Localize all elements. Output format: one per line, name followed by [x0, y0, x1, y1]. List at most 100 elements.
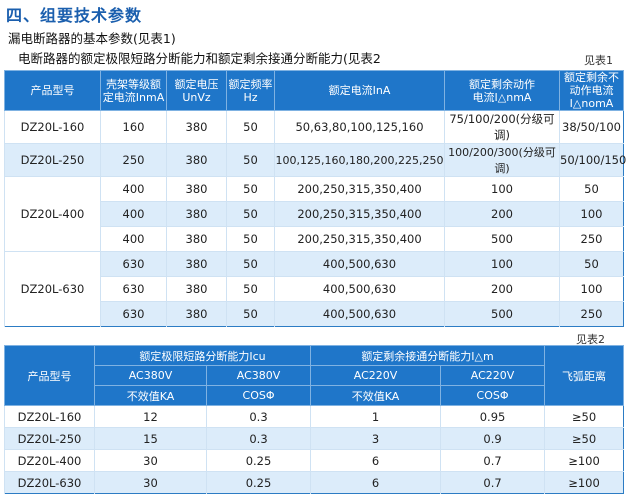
table-breaking-capacity: 产品型号 额定极限短路分断能力Icu 额定剩余接通分断能力I△m 飞弧距离 AC… [4, 345, 625, 494]
table2-header-icu: 额定极限短路分断能力Icu [93, 345, 312, 366]
table-row: DZ20L-160 160 380 50 50,63,80,100,125,16… [4, 110, 624, 144]
table-cell: 3 [310, 427, 441, 450]
table-cell: 380 [166, 301, 227, 327]
table-cell: 0.7 [440, 449, 545, 472]
table-cell: 400 [100, 201, 167, 227]
table2-subheader: COSΦ [205, 385, 312, 406]
table-cell: 50,63,80,100,125,160 [274, 110, 445, 144]
table2-header-residual: 额定剩余接通分断能力I△m [310, 345, 546, 366]
table-cell: 200,250,315,350,400 [274, 201, 445, 227]
table-row: DZ20L-250 15 0.3 3 0.9 ≥50 [4, 427, 624, 450]
table-cell: 500 [444, 226, 560, 252]
table-cell: 100 [444, 251, 560, 277]
table-row: 630 380 50 400,500,630 500 250 [5, 301, 624, 327]
table-row: DZ20L-400 30 0.25 6 0.7 ≥100 [4, 449, 624, 472]
table-row: DZ20L-250 250 380 50 100,125,160,180,200… [4, 143, 626, 177]
table2-header-arc-distance: 飞弧距离 [544, 345, 625, 406]
table-cell: 400 [100, 226, 167, 252]
table-row: 400 380 50 200,250,315,350,400 500 250 [5, 226, 624, 252]
table-row: DZ20L-630 630 380 50 400,500,630 100 50 [4, 251, 624, 327]
table-cell: 50 [226, 226, 275, 252]
table-cell: 50 [559, 251, 624, 277]
table-cell: 0.7 [440, 471, 545, 494]
table-cell: 100 [559, 276, 624, 302]
section-heading: 四、组要技术参数 [6, 6, 143, 25]
table-cell: 400,500,630 [274, 251, 445, 277]
model-cell: DZ20L-160 [4, 405, 95, 428]
table-cell: 6 [310, 449, 441, 472]
table1-header-voltage: 额定电压 UnVz [166, 70, 227, 111]
table2-subheader: 不效值KA [310, 385, 442, 406]
table-cell: 630 [100, 301, 167, 327]
table-row: DZ20L-160 12 0.3 1 0.95 ≥50 [4, 405, 624, 428]
table-cell: 380 [166, 251, 227, 277]
table-row: 630 380 50 400,500,630 200 100 [5, 276, 624, 302]
model-cell: DZ20L-160 [4, 110, 101, 144]
table2-subheader: 不效值KA [94, 385, 207, 406]
table-cell: 0.25 [205, 449, 311, 472]
table-cell: 6 [310, 471, 441, 494]
table1-header-frequency: 额定频率 Hz [226, 70, 275, 111]
table2-subheader: AC220V [440, 365, 546, 386]
table-cell: 50 [226, 176, 275, 202]
model-cell: DZ20L-630 [4, 251, 101, 327]
table2-header-row-2: AC380V AC380V AC220V AC220V [5, 365, 624, 386]
table-cell: 50/100/150 [559, 143, 626, 177]
table-cell: 100/200/300(分级可调) [444, 143, 560, 177]
table-cell: 250 [559, 301, 624, 327]
table-cell: 0.25 [205, 471, 311, 494]
table-row: DZ20L-630 30 0.25 6 0.7 ≥100 [4, 471, 624, 494]
model-cell: DZ20L-400 [4, 176, 101, 252]
model-cell: DZ20L-250 [4, 427, 95, 450]
table-cell: 0.95 [440, 405, 545, 428]
table-cell: 500 [444, 301, 560, 327]
subtitle-basic-params: 漏电断路器的基本参数(见表1) [8, 31, 176, 46]
table2-ref-label: 见表2 [576, 333, 605, 346]
table-cell: 30 [94, 471, 207, 494]
table-cell: 100 [559, 201, 624, 227]
table-cell: ≥50 [544, 405, 624, 428]
table-cell: 38/50/100 [559, 110, 624, 144]
table1-header-model: 产品型号 [4, 70, 101, 111]
table-cell: 0.3 [205, 405, 311, 428]
table-cell: 50 [226, 201, 275, 227]
table-cell: 100 [444, 176, 560, 202]
table-row: 400 380 50 200,250,315,350,400 200 100 [5, 201, 624, 227]
table1-header-row: 产品型号 壳架等级额 定电流InmA 额定电压 UnVz 额定频率 Hz 额定电流In… [4, 70, 624, 111]
table2-subheader: AC380V [94, 365, 207, 386]
table-cell: ≥50 [544, 427, 624, 450]
table2-header-row-3: 不效值KA COSΦ 不效值KA COSΦ [5, 385, 624, 406]
table-cell: 400,500,630 [274, 276, 445, 302]
table-basic-params: 产品型号 壳架等级额 定电流InmA 额定电压 UnVz 额定频率 Hz 额定电流In… [4, 70, 626, 327]
table-cell: 75/100/200(分级可调) [444, 110, 560, 144]
table-cell: 380 [166, 276, 227, 302]
table2-subheader: AC220V [310, 365, 442, 386]
table1-header-residual-non-operating: 额定剩余不 动作电流 I△nomA [559, 70, 624, 111]
table-cell: 400,500,630 [274, 301, 445, 327]
table1-header-residual-operating: 额定剩余动作 电流I△nmA [444, 70, 560, 111]
table-row: DZ20L-400 400 380 50 200,250,315,350,400… [4, 176, 624, 252]
table-cell: 200,250,315,350,400 [274, 176, 445, 202]
table-cell: 0.3 [205, 427, 311, 450]
table-cell: 50 [226, 276, 275, 302]
table-cell: 50 [226, 251, 275, 277]
table-cell: 380 [166, 201, 227, 227]
subtitle-breaking-capacity: 电断路器的额定极限短路分断能力和额定剩余接通分断能力(见表2 [18, 51, 381, 66]
table-cell: 250 [100, 143, 167, 177]
table1-ref-label: 见表1 [584, 54, 613, 67]
table-cell: 160 [100, 110, 167, 144]
table-cell: 380 [166, 176, 227, 202]
table-cell: 50 [559, 176, 624, 202]
table-cell: 50 [226, 143, 275, 177]
table-cell: 380 [166, 110, 227, 144]
table-cell: 380 [166, 143, 227, 177]
table2-header-model: 产品型号 [4, 345, 95, 406]
table-cell: 100,125,160,180,200,225,250 [274, 143, 445, 177]
table-cell: 630 [100, 276, 167, 302]
table2-subheader: COSΦ [440, 385, 546, 406]
table-cell: 30 [94, 449, 207, 472]
table-cell: 200 [444, 201, 560, 227]
table-cell: 50 [226, 301, 275, 327]
table-cell: 200,250,315,350,400 [274, 226, 445, 252]
table-cell: 400 [100, 176, 167, 202]
